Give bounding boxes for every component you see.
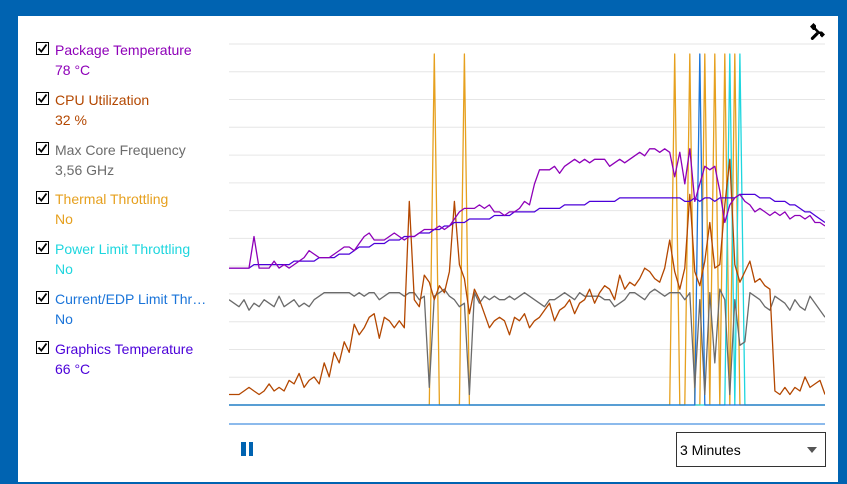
legend-value: 78 °C bbox=[55, 62, 91, 78]
legend-value: No bbox=[55, 211, 73, 228]
legend-item-thermal-throttling[interactable]: Thermal Throttling No bbox=[34, 189, 219, 239]
legend-item-max-core-frequency[interactable]: Max Core Frequency 3,56 GHz bbox=[34, 140, 219, 190]
legend-value: 66 °C bbox=[55, 360, 91, 377]
legend-label: CPU Utilization bbox=[55, 91, 150, 108]
legend-item-graphics-temperature[interactable]: Graphics Temperature 66 °C bbox=[34, 339, 219, 389]
legend-item-current-edp-limit-throttling[interactable]: Current/EDP Limit Throttling No bbox=[34, 289, 219, 339]
checkbox[interactable] bbox=[36, 191, 49, 205]
legend-value: 3,56 GHz bbox=[55, 161, 115, 178]
pause-icon bbox=[248, 442, 253, 456]
monitor-panel: Package Temperature 78 °C CPU Utilizatio… bbox=[18, 16, 838, 482]
legend-value: No bbox=[55, 261, 73, 278]
checkbox[interactable] bbox=[36, 91, 49, 105]
legend-item-package-temperature[interactable]: Package Temperature 78 °C bbox=[34, 40, 219, 90]
checkbox[interactable] bbox=[36, 42, 49, 55]
checkbox[interactable] bbox=[36, 241, 49, 255]
legend-item-cpu-utilization[interactable]: CPU Utilization 32 % bbox=[34, 90, 219, 140]
legend-item-power-limit-throttling[interactable]: Power Limit Throttling No bbox=[34, 239, 219, 289]
legend-value: No bbox=[55, 310, 73, 327]
checkbox[interactable] bbox=[36, 340, 49, 354]
series-line-package-temperature bbox=[229, 148, 825, 269]
line-chart bbox=[229, 43, 825, 425]
series-line-max-core-frequency bbox=[229, 288, 825, 396]
checkbox[interactable] bbox=[36, 290, 49, 304]
legend-label: Package Temperature bbox=[55, 42, 192, 58]
series-line-current-edp-limit-throttling bbox=[229, 53, 825, 406]
time-range-value: 3 Minutes bbox=[680, 442, 741, 458]
chevron-down-icon bbox=[807, 447, 817, 453]
legend-label: Thermal Throttling bbox=[55, 191, 169, 208]
legend-label: Current/EDP Limit Throttling bbox=[55, 290, 213, 307]
legend-label: Graphics Temperature bbox=[55, 340, 194, 357]
legend: Package Temperature 78 °C CPU Utilizatio… bbox=[34, 40, 219, 389]
wrench-icon[interactable] bbox=[807, 22, 827, 42]
legend-value: 32 % bbox=[55, 111, 87, 128]
pause-icon bbox=[241, 442, 246, 456]
time-range-select[interactable]: 3 Minutes bbox=[676, 432, 826, 467]
legend-label: Power Limit Throttling bbox=[55, 241, 191, 258]
pause-button[interactable] bbox=[238, 440, 256, 458]
checkbox[interactable] bbox=[36, 141, 49, 155]
legend-label: Max Core Frequency bbox=[55, 141, 186, 158]
